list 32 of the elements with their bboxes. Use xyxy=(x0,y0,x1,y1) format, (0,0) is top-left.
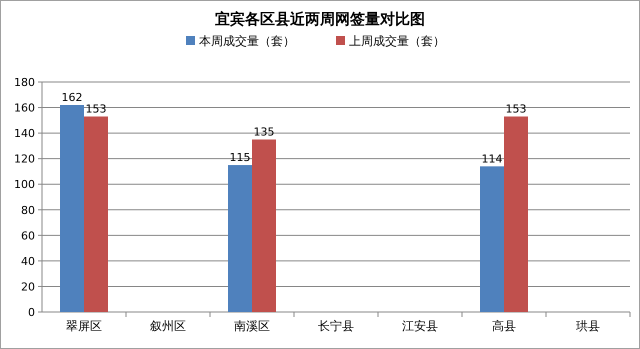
bar xyxy=(252,140,276,312)
data-label: 115 xyxy=(230,151,250,164)
y-tick-label: 140 xyxy=(14,127,35,140)
x-tick-label: 珙县 xyxy=(576,319,600,333)
y-tick-label: 160 xyxy=(14,102,35,115)
chart-title: 宜宾各区县近两周网签量对比图 xyxy=(215,10,425,28)
bar xyxy=(60,105,84,312)
bar xyxy=(228,165,252,312)
legend-label: 本周成交量（套） xyxy=(199,34,295,48)
x-tick-label: 江安县 xyxy=(402,319,438,333)
data-label: 162 xyxy=(62,91,82,104)
y-tick-label: 100 xyxy=(14,178,35,192)
x-tick-label: 高县 xyxy=(492,319,516,333)
data-label: 135 xyxy=(254,126,274,138)
data-label: 114 xyxy=(482,152,502,166)
y-tick-label: 0 xyxy=(28,306,35,319)
bar xyxy=(480,166,504,312)
y-tick-label: 20 xyxy=(21,280,35,294)
bar xyxy=(84,116,108,312)
x-tick-label: 翠屏区 xyxy=(66,319,102,333)
x-tick-label: 叙州区 xyxy=(150,319,186,333)
x-tick-label: 南溪区 xyxy=(234,319,270,333)
bar xyxy=(504,116,528,312)
data-label: 153 xyxy=(506,102,526,116)
y-tick-label: 80 xyxy=(21,204,35,217)
x-tick-label: 长宁县 xyxy=(318,319,354,333)
legend-label: 上周成交量（套） xyxy=(349,34,445,48)
y-tick-label: 120 xyxy=(14,152,35,166)
data-label: 153 xyxy=(86,102,106,116)
y-tick-label: 180 xyxy=(14,76,35,89)
y-tick-label: 60 xyxy=(21,229,35,242)
y-tick-label: 40 xyxy=(21,254,35,268)
